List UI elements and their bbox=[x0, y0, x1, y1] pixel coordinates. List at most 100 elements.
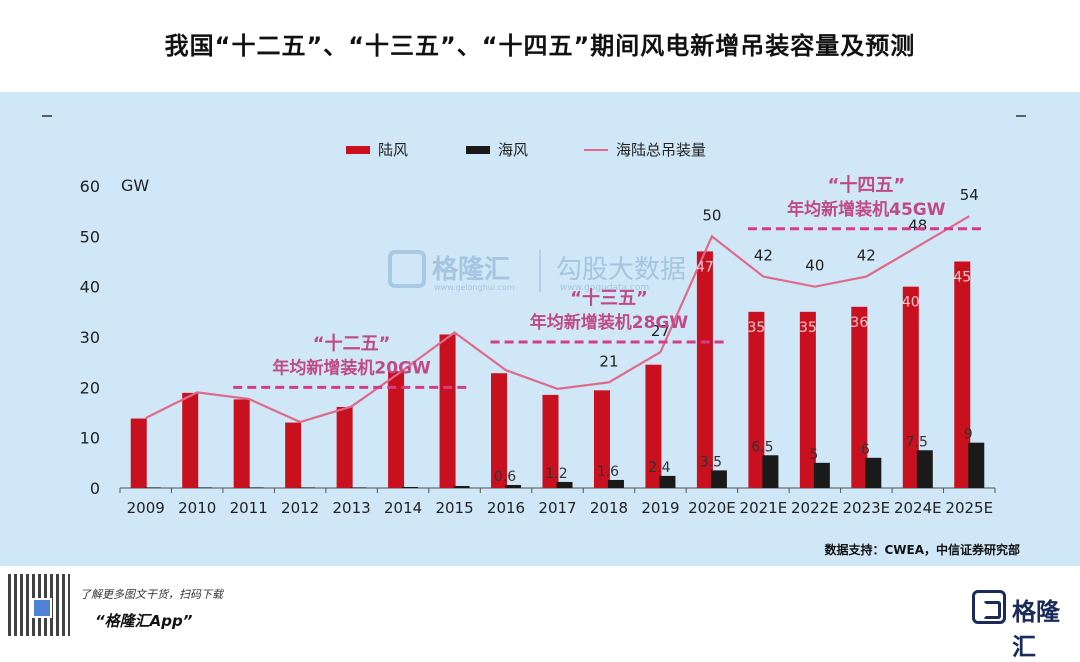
offshore-bar bbox=[505, 484, 522, 488]
annotations: “十二五” 年均新增装机20GW “十三五” 年均新增装机28GW “十四五” 年均新增装… bbox=[233, 174, 985, 389]
onshore-bar bbox=[542, 394, 559, 488]
onshore-bar bbox=[130, 418, 147, 488]
footer: 了解更多图文干货，扫码下载 “格隆汇App” 格隆汇 bbox=[0, 566, 1080, 661]
x-tick-label: 2023E bbox=[842, 499, 890, 517]
watermark-text: 勾股大数据 bbox=[556, 255, 686, 285]
onshore-bar bbox=[902, 286, 919, 488]
onshore-value-label: 47 bbox=[696, 259, 714, 275]
x-tick-label: 2012 bbox=[281, 499, 319, 517]
brand-logo-icon bbox=[972, 590, 1006, 624]
title-bar: 我国“十二五”、“十三五”、“十四五”期间风电新增吊装容量及预测 bbox=[0, 0, 1080, 92]
offshore-value-label: 3.5 bbox=[700, 454, 722, 470]
offshore-bar bbox=[402, 486, 419, 488]
onshore-bar bbox=[233, 399, 250, 488]
total-value-label: 42 bbox=[857, 247, 876, 265]
legend-label-offshore: 海风 bbox=[498, 141, 528, 159]
onshore-bar bbox=[851, 306, 868, 488]
source-note: 数据支持：CWEA，中信证券研究部 bbox=[824, 542, 1020, 557]
page-title: 我国“十二五”、“十三五”、“十四五”期间风电新增吊装容量及预测 bbox=[164, 32, 916, 60]
onshore-bar bbox=[954, 261, 971, 488]
x-tick-label: 2016 bbox=[487, 499, 525, 517]
total-value-label: 42 bbox=[754, 247, 773, 265]
offshore-value-label: 0.6 bbox=[494, 469, 516, 485]
watermark-brand-url: www.gelonghui.com bbox=[434, 283, 515, 292]
offshore-value-label: 1.6 bbox=[597, 464, 619, 480]
offshore-bar bbox=[607, 479, 624, 488]
offshore-value-label: 2.4 bbox=[648, 460, 670, 476]
onshore-bar bbox=[491, 373, 508, 488]
onshore-bar bbox=[285, 422, 302, 488]
x-tick-label: 2014 bbox=[384, 499, 422, 517]
y-tick-label: 50 bbox=[80, 227, 100, 246]
y-tick-label: 10 bbox=[80, 429, 100, 448]
total-value-label: 54 bbox=[960, 186, 979, 204]
offshore-bar bbox=[659, 475, 676, 488]
offshore-bar bbox=[247, 487, 264, 488]
onshore-bar bbox=[336, 406, 353, 488]
y-axis-unit: GW bbox=[121, 176, 149, 195]
onshore-bar bbox=[182, 392, 199, 488]
onshore-value-label: 35 bbox=[799, 320, 817, 336]
period-name: “十二五” bbox=[313, 332, 391, 354]
offshore-bar bbox=[556, 481, 573, 488]
x-tick-label: 2017 bbox=[538, 499, 576, 517]
chart-area: 格隆汇 www.gelonghui.com 勾股大数据 www.gogudata.co… bbox=[0, 92, 1080, 566]
x-tick-label: 2011 bbox=[230, 499, 268, 517]
offshore-bar bbox=[710, 470, 727, 488]
total-value-label: 40 bbox=[805, 257, 824, 275]
total-line-path bbox=[145, 215, 970, 424]
legend-label-total: 海陆总吊装量 bbox=[616, 141, 706, 159]
x-tick-label: 2020E bbox=[688, 499, 736, 517]
watermark-brand: 格隆汇 bbox=[432, 254, 510, 285]
x-tick-label: 2010 bbox=[178, 499, 216, 517]
offshore-bar bbox=[968, 442, 985, 488]
onshore-value-label: 36 bbox=[850, 315, 868, 331]
footer-brand: 格隆汇 bbox=[1012, 598, 1060, 661]
x-tick-label: 2015 bbox=[435, 499, 473, 517]
x-tick-label: 2025E bbox=[945, 499, 993, 517]
onshore-value-label: 35 bbox=[747, 320, 765, 336]
x-tick-label: 2018 bbox=[590, 499, 628, 517]
offshore-value-label: 9 bbox=[964, 427, 973, 443]
offshore-value-label: 7.5 bbox=[906, 434, 928, 450]
offshore-bar bbox=[144, 487, 161, 488]
watermark-url: www.gogudata.com bbox=[560, 283, 649, 293]
bars bbox=[130, 251, 985, 488]
watermark-logo-icon bbox=[388, 250, 426, 288]
legend-swatch-onshore bbox=[346, 146, 370, 154]
offshore-bar bbox=[762, 455, 779, 488]
offshore-value-label: 6.5 bbox=[751, 439, 773, 455]
footer-tip: 了解更多图文干货，扫码下载 bbox=[80, 588, 223, 601]
data-labels: 47 35 35 36 40 45 0.6 1.2 1.6 2.4 3.5 6.5 5 6 7.5 9 21 27… bbox=[494, 186, 979, 485]
y-tick-label: 60 bbox=[80, 177, 100, 196]
axes: 0 10 20 30 40 50 60 GW 2009 2010 2011 2012 2013 2014 2… bbox=[80, 176, 996, 517]
offshore-bar bbox=[196, 487, 213, 488]
period-average-text: 年均新增装机28GW bbox=[530, 312, 689, 333]
offshore-bar bbox=[865, 457, 882, 488]
x-tick-label: 2022E bbox=[791, 499, 839, 517]
onshore-value-label: 45 bbox=[953, 270, 971, 286]
onshore-bar bbox=[696, 251, 713, 488]
qr-code-icon bbox=[8, 574, 70, 636]
total-value-label: 27 bbox=[651, 322, 670, 340]
y-tick-label: 20 bbox=[80, 378, 100, 397]
offshore-bar bbox=[813, 462, 830, 488]
onshore-bar bbox=[388, 371, 405, 488]
onshore-bar bbox=[645, 364, 662, 488]
y-tick-label: 30 bbox=[80, 328, 100, 347]
offshore-value-label: 6 bbox=[861, 442, 870, 458]
offshore-bar bbox=[299, 487, 316, 488]
period-name: “十四五” bbox=[827, 174, 905, 196]
onshore-bar bbox=[593, 390, 610, 488]
offshore-value-label: 5 bbox=[809, 447, 818, 463]
x-tick-label: 2024E bbox=[894, 499, 942, 517]
footer-app-name: “格隆汇App” bbox=[95, 612, 193, 630]
y-tick-label: 40 bbox=[80, 278, 100, 297]
offshore-bar bbox=[916, 450, 933, 488]
x-tick-label: 2009 bbox=[127, 499, 165, 517]
offshore-value-label: 1.2 bbox=[545, 466, 567, 482]
x-tick-label: 2013 bbox=[333, 499, 371, 517]
total-value-label: 50 bbox=[702, 206, 721, 224]
